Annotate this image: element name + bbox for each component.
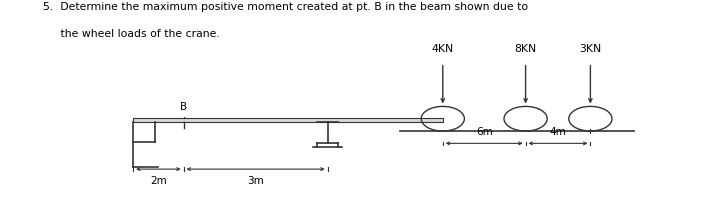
Text: the wheel loads of the crane.: the wheel loads of the crane. <box>43 29 220 39</box>
Text: 8KN: 8KN <box>515 44 536 54</box>
Text: 4m: 4m <box>549 127 567 137</box>
Text: 3KN: 3KN <box>580 44 601 54</box>
Text: 4KN: 4KN <box>432 44 454 54</box>
Text: B: B <box>180 102 187 112</box>
Bar <box>133 118 443 122</box>
Text: 2m: 2m <box>150 176 167 186</box>
Text: 5.  Determine the maximum positive moment created at pt. B in the beam shown due: 5. Determine the maximum positive moment… <box>43 2 528 12</box>
Text: 3m: 3m <box>247 176 264 186</box>
Text: 6m: 6m <box>476 127 492 137</box>
